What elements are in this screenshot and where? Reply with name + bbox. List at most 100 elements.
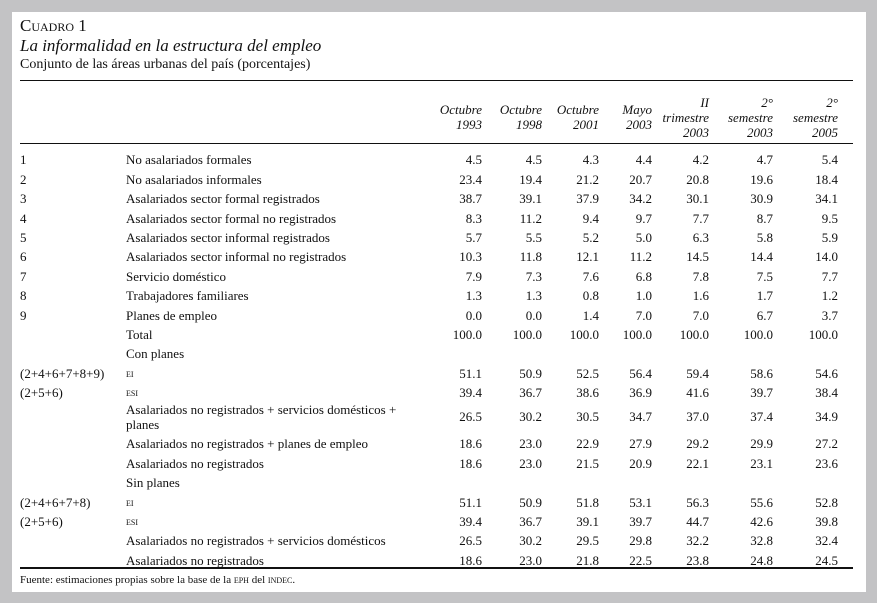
cell-value: 27.2 <box>815 436 838 452</box>
cell-value: 23.0 <box>519 455 542 471</box>
cell-value: 1.3 <box>465 288 482 304</box>
cell-value: 38.7 <box>459 191 482 207</box>
cell-value <box>430 471 482 490</box>
column-header-line: 1993 <box>456 117 482 132</box>
row-label: EI <box>126 365 134 380</box>
column-header-line: semestre <box>727 109 773 125</box>
cell-value: 38.6 <box>576 385 599 401</box>
cell-value: 10.3 <box>459 249 482 265</box>
cell-value <box>599 471 652 490</box>
cell-value: 29.8 <box>629 533 652 549</box>
column-header-line: Octubre <box>439 102 482 117</box>
cell-value: 39.7 <box>629 514 652 530</box>
cell-value: 5.8 <box>756 229 773 245</box>
cell-value: 9.4 <box>582 210 599 226</box>
column-header-line: 2003 <box>683 124 709 140</box>
row-code <box>20 529 126 548</box>
cell-value: 12.1 <box>576 249 599 265</box>
cell-value: 7.0 <box>635 307 652 323</box>
cell-value: 37.0 <box>686 408 709 424</box>
cell-value: 24.8 <box>750 552 773 568</box>
column-headers: Octubre 1993 Octubre 1998 Octubre 2001 Mayo 200… <box>20 86 853 148</box>
cell-value: 11.2 <box>629 249 652 265</box>
row-code: 7 <box>20 268 27 284</box>
cell-value: 100.0 <box>743 326 773 342</box>
row-code: (2+5+6) <box>20 385 63 401</box>
cell-value: 24.5 <box>815 552 838 568</box>
row-code <box>20 548 126 567</box>
cell-value: 50.9 <box>519 494 542 510</box>
cell-value: 21.2 <box>576 171 599 187</box>
row-label: Asalariados no registrados + servicios d… <box>126 402 397 433</box>
cell-value: 23.1 <box>750 455 773 471</box>
cell-value <box>482 342 542 361</box>
cell-value: 22.9 <box>576 436 599 452</box>
row-code: 5 <box>20 229 27 245</box>
cell-value <box>652 342 709 361</box>
cell-value: 100.0 <box>622 326 652 342</box>
column-header: II trimestre 2003 <box>652 86 709 148</box>
cell-value: 14.5 <box>686 249 709 265</box>
cell-value: 42.6 <box>750 514 773 530</box>
column-header: 2° semestre 2005 <box>773 86 838 148</box>
bottom-rule <box>20 567 853 569</box>
row-label: Sin planes <box>126 475 180 491</box>
cell-value: 26.5 <box>459 408 482 424</box>
cell-value: 36.7 <box>519 514 542 530</box>
cell-value: 5.0 <box>635 229 652 245</box>
cell-value: 22.5 <box>629 552 652 568</box>
top-rule <box>20 80 853 81</box>
row-label: Asalariados no registrados <box>126 455 264 471</box>
cell-value <box>709 471 773 490</box>
cell-value: 1.3 <box>525 288 542 304</box>
cell-value: 20.7 <box>629 171 652 187</box>
cell-value: 6.8 <box>635 268 652 284</box>
row-label: Total <box>126 326 153 342</box>
table-row: (2+4+6+7+8) EI 51.1 50.9 51.8 53.1 56.3 55.6 52.… <box>20 490 853 510</box>
cell-value: 7.9 <box>465 268 482 284</box>
data-table: Octubre 1993 Octubre 1998 Octubre 2001 Mayo 200… <box>20 86 853 568</box>
row-label: Asalariados no registrados + planes de e… <box>126 436 368 452</box>
cell-value: 32.2 <box>686 533 709 549</box>
cell-value: 29.2 <box>686 436 709 452</box>
cell-value: 0.0 <box>465 307 482 323</box>
cell-value: 56.4 <box>629 365 652 381</box>
row-code: 6 <box>20 249 27 265</box>
cell-value: 30.5 <box>576 408 599 424</box>
cell-value: 23.0 <box>519 552 542 568</box>
cell-value: 39.1 <box>576 514 599 530</box>
column-header: Mayo 2003 <box>599 86 652 148</box>
cell-value: 14.4 <box>750 249 773 265</box>
cell-value: 4.3 <box>582 152 599 168</box>
cell-value <box>482 471 542 490</box>
cell-value: 54.6 <box>815 365 838 381</box>
table-row: Sin planes <box>20 471 853 490</box>
cell-value: 8.3 <box>465 210 482 226</box>
footnote-text: Fuente: estimaciones propias sobre la ba… <box>20 574 234 586</box>
row-label: Con planes <box>126 346 185 362</box>
cell-value: 18.6 <box>459 436 482 452</box>
column-header: Octubre 2001 <box>542 86 599 148</box>
column-header-line: Mayo <box>622 102 652 117</box>
table-row: Con planes <box>20 342 853 361</box>
cell-value: 6.3 <box>692 229 709 245</box>
cell-value: 36.9 <box>629 385 652 401</box>
table-row: 7 Servicio doméstico 7.9 7.3 7.6 6.8 7.8 7.5 7.7 <box>20 264 853 284</box>
cell-value <box>430 342 482 361</box>
cell-value: 4.7 <box>756 152 773 168</box>
row-code: 1 <box>20 152 27 168</box>
cell-value: 7.6 <box>582 268 599 284</box>
column-header: Octubre 1993 <box>430 86 482 148</box>
table-number: Cuadro 1 <box>20 16 87 35</box>
cell-value: 7.3 <box>525 268 542 284</box>
cell-value: 7.5 <box>756 268 773 284</box>
cell-value: 34.2 <box>629 191 652 207</box>
column-header-line: 1998 <box>516 117 542 132</box>
cell-value: 30.2 <box>519 408 542 424</box>
cell-value: 100.0 <box>679 326 709 342</box>
row-code: 9 <box>20 307 27 323</box>
row-label: No asalariados formales <box>126 152 252 168</box>
cell-value: 19.6 <box>750 171 773 187</box>
row-code: (2+5+6) <box>20 514 63 530</box>
cell-value: 4.2 <box>692 152 709 168</box>
